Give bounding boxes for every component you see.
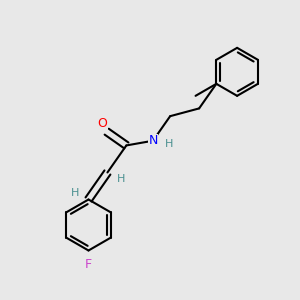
Text: H: H [71,188,80,198]
Text: O: O [97,117,107,130]
Text: N: N [148,134,158,147]
Text: H: H [116,174,125,184]
Text: F: F [85,258,92,271]
Text: H: H [165,139,173,149]
